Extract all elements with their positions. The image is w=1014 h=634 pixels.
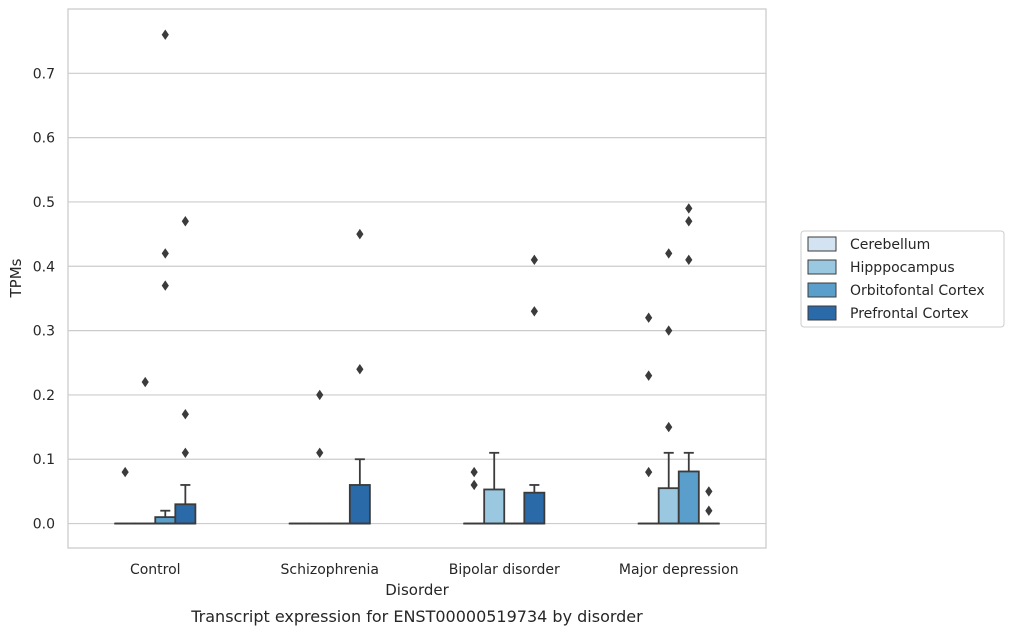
box-body <box>657 487 680 525</box>
outlier-point <box>705 505 713 516</box>
x-axis-label: Disorder <box>385 581 449 599</box>
legend-label: Hipppocampus <box>850 260 955 276</box>
y-axis-label: TPMs <box>7 258 25 298</box>
legend-swatch <box>807 236 837 252</box>
outlier-point <box>645 370 653 381</box>
x-tick-label: Major depression <box>619 562 739 578</box>
legend-swatch <box>807 282 837 298</box>
outlier-point <box>356 363 364 375</box>
outlier-point <box>181 409 189 420</box>
outlier-point <box>470 466 478 478</box>
box-body <box>174 503 197 525</box>
outlier-point <box>161 280 169 291</box>
y-tick-label: 0.2 <box>33 388 55 404</box>
x-tick-label: Bipolar disorder <box>449 562 560 578</box>
legend-frame <box>800 230 1005 328</box>
boxes <box>114 29 720 525</box>
y-tick-label: 0.6 <box>33 131 55 147</box>
box-3-3 <box>697 486 720 525</box>
y-tick-label: 0.3 <box>33 324 55 340</box>
outlier-point <box>665 325 673 336</box>
outlier-point <box>181 216 189 227</box>
legend-label: Prefrontal Cortex <box>850 306 969 322</box>
outlier-point <box>181 447 189 459</box>
outlier-point <box>705 486 713 497</box>
outlier-point <box>161 29 169 40</box>
y-tick-label: 0.0 <box>33 517 55 533</box>
y-tick-labels: 0.0 0.1 0.2 0.3 0.4 0.5 0.6 0.7 <box>33 66 55 532</box>
outlier-point <box>141 376 149 388</box>
outlier-point <box>685 254 693 266</box>
outlier-point <box>665 248 673 259</box>
y-tick-label: 0.4 <box>33 259 55 275</box>
x-tick-label: Control <box>130 562 181 578</box>
outlier-point <box>665 421 673 433</box>
legend: Cerebellum Hipppocampus Orbitofontal Corte… <box>800 230 1005 328</box>
box-3-1 <box>657 248 680 525</box>
outlier-point <box>530 254 538 266</box>
legend-swatch <box>807 259 837 275</box>
outlier-point <box>645 466 653 478</box>
y-tick-label: 0.7 <box>33 66 55 82</box>
outlier-point <box>121 466 129 478</box>
outlier-point <box>316 447 324 459</box>
box-1-3 <box>348 228 371 525</box>
box-body <box>677 470 700 525</box>
box-0-3 <box>174 216 197 525</box>
box-2-1 <box>483 451 506 525</box>
x-tick-labels: Control Schizophrenia Bipolar disorder Majo… <box>130 562 739 578</box>
outlier-point <box>645 312 653 323</box>
box-body <box>523 491 546 525</box>
outlier-point <box>685 203 693 214</box>
outlier-point <box>356 228 364 240</box>
box-body <box>483 488 506 525</box>
outlier-point <box>530 306 538 317</box>
y-tick-label: 0.5 <box>33 195 55 211</box>
outlier-point <box>470 479 478 491</box>
box-0-2 <box>154 29 177 525</box>
box-body <box>154 516 177 525</box>
box-body <box>348 484 371 525</box>
legend-label: Orbitofontal Cortex <box>850 283 985 299</box>
plot-frame <box>67 8 767 549</box>
outlier-point <box>161 248 169 259</box>
y-tick-label: 0.1 <box>33 452 55 468</box>
box-3-2 <box>677 203 700 525</box>
outlier-point <box>316 389 324 401</box>
x-tick-label: Schizophrenia <box>281 562 379 578</box>
chart-caption: Transcript expression for ENST0000051973… <box>190 607 643 626</box>
legend-label: Cerebellum <box>850 237 930 253</box>
box-2-3 <box>523 254 546 525</box>
outlier-point <box>685 216 693 227</box>
legend-swatch <box>807 305 837 321</box>
box-1-1 <box>308 389 331 525</box>
